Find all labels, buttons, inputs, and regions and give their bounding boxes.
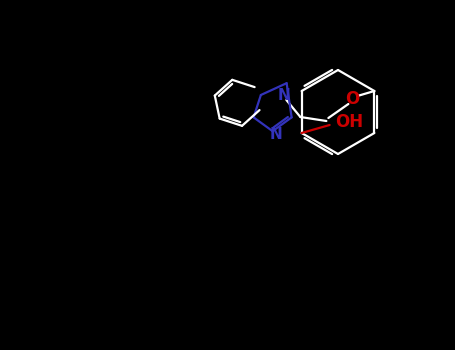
Text: OH: OH bbox=[334, 113, 363, 131]
Text: N: N bbox=[269, 127, 282, 142]
Text: O: O bbox=[345, 90, 359, 108]
Text: N: N bbox=[278, 88, 291, 103]
